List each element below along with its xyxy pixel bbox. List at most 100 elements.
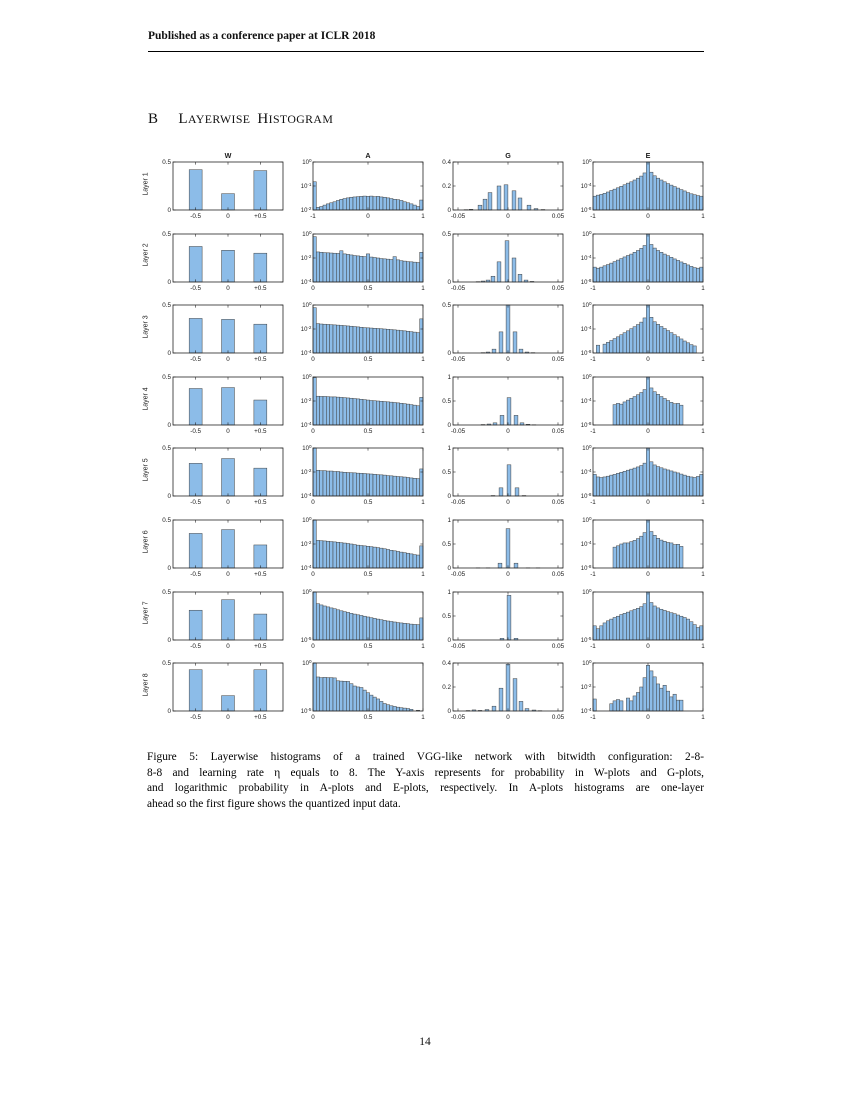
histogram-bar <box>686 342 690 354</box>
svg-text:100: 100 <box>582 229 592 237</box>
svg-text:10-4: 10-4 <box>581 325 592 333</box>
histogram-bar <box>616 259 620 282</box>
histogram-bar <box>619 543 624 569</box>
histogram-bar <box>692 477 697 497</box>
histogram-bar <box>659 539 664 569</box>
histogram-bar <box>692 266 697 282</box>
histogram-bar <box>359 687 364 712</box>
histogram-bar <box>221 319 235 354</box>
histogram-bar <box>382 258 387 282</box>
histogram-bar <box>642 317 647 354</box>
histogram-bar <box>369 256 374 282</box>
y-tick-label: 0 <box>168 708 172 715</box>
histogram-bar <box>402 708 407 712</box>
histogram-bar <box>632 608 637 640</box>
x-tick-label: 1 <box>701 499 705 506</box>
x-tick-label: 0.5 <box>364 285 373 292</box>
histogram-bar <box>676 473 680 497</box>
histogram-bar <box>696 195 700 211</box>
x-tick-label: 0 <box>506 714 510 721</box>
histogram-bar <box>392 199 397 211</box>
histogram-bar <box>686 264 690 282</box>
histogram-bar <box>616 473 620 497</box>
histogram-bar <box>389 475 394 497</box>
x-tick-label: +0.5 <box>254 285 267 292</box>
x-tick-label: 1 <box>701 285 705 292</box>
histogram-bar <box>372 697 377 712</box>
histogram-bar <box>676 700 680 712</box>
histogram-bar <box>322 251 327 282</box>
x-tick-label: 0 <box>311 428 315 435</box>
histogram-bar <box>649 387 654 426</box>
histogram-bar <box>359 545 364 569</box>
histogram-bar <box>389 401 394 426</box>
x-tick-label: -0.5 <box>190 571 201 578</box>
histogram-bar <box>392 476 397 497</box>
histogram-bar <box>626 330 630 354</box>
figure-row-2: Layer 2 -0.5 0 +0.5 0 0.5 0 0.5 1 100 10-2 10-4 -0.0… <box>140 220 712 292</box>
svg-text:10-5: 10-5 <box>581 635 592 643</box>
histogram-bar <box>366 692 370 712</box>
histogram-bar <box>326 324 330 354</box>
x-tick-label: 0 <box>311 714 315 721</box>
histogram-bar <box>366 616 370 640</box>
histogram-bar <box>372 546 377 569</box>
histogram-bar <box>659 326 664 354</box>
histogram-bar <box>372 400 377 426</box>
histogram-bar <box>632 468 637 497</box>
histogram-bar <box>316 676 320 712</box>
histogram-bar <box>409 553 414 569</box>
histogram-bar <box>646 665 650 712</box>
histogram-bar <box>602 265 607 282</box>
histogram-bar <box>342 472 347 497</box>
x-tick-label: 1 <box>701 213 705 220</box>
histogram-bar <box>339 472 344 497</box>
histogram-bar <box>349 397 354 426</box>
histogram-bar <box>636 249 640 282</box>
histogram-bar <box>349 326 354 354</box>
x-tick-label: -0.5 <box>190 499 201 506</box>
histogram-bar <box>652 321 657 354</box>
histogram-bar <box>496 261 502 282</box>
histogram-bar <box>609 618 614 640</box>
histogram-bar <box>379 196 384 211</box>
histogram-bar <box>656 607 660 640</box>
svg-text:10-4: 10-4 <box>581 397 592 405</box>
histogram-bar <box>396 259 400 282</box>
histogram-bar <box>659 467 664 497</box>
histogram-bar <box>339 396 344 426</box>
histogram-bar <box>379 474 384 497</box>
histogram-bar <box>342 681 347 712</box>
y-tick-label: 0.5 <box>442 470 451 477</box>
histogram-bar <box>322 677 327 712</box>
x-tick-label: 0.05 <box>552 643 565 650</box>
histogram-bar <box>636 177 640 211</box>
histogram-bar <box>319 604 324 640</box>
histogram-bar <box>346 681 350 712</box>
histogram-bar <box>366 327 370 354</box>
row-label: Layer 3 <box>142 315 150 339</box>
histogram-bar <box>396 551 400 569</box>
histogram-bar <box>399 622 404 640</box>
histogram-bar <box>349 612 354 640</box>
histogram-bar <box>382 196 387 211</box>
histogram-bar <box>188 533 203 569</box>
histogram-bar <box>386 475 390 497</box>
histogram-bar <box>662 609 667 640</box>
histogram-bar <box>649 317 654 354</box>
histogram-bar <box>656 683 660 712</box>
histogram-bar <box>376 698 380 712</box>
x-tick-label: 0 <box>311 643 315 650</box>
plot-layer3-A: 0 0.5 1 100 10-2 10-4 <box>301 301 425 363</box>
histogram-bar <box>376 196 380 211</box>
histogram-bar <box>409 331 414 354</box>
histogram-bar <box>372 474 377 497</box>
x-tick-label: 0.05 <box>552 356 565 363</box>
y-tick-label: 0 <box>448 708 452 715</box>
histogram-bar <box>682 616 687 640</box>
x-tick-label: -0.05 <box>451 643 466 650</box>
histogram-bar <box>346 325 350 354</box>
histogram-bar <box>662 541 667 569</box>
